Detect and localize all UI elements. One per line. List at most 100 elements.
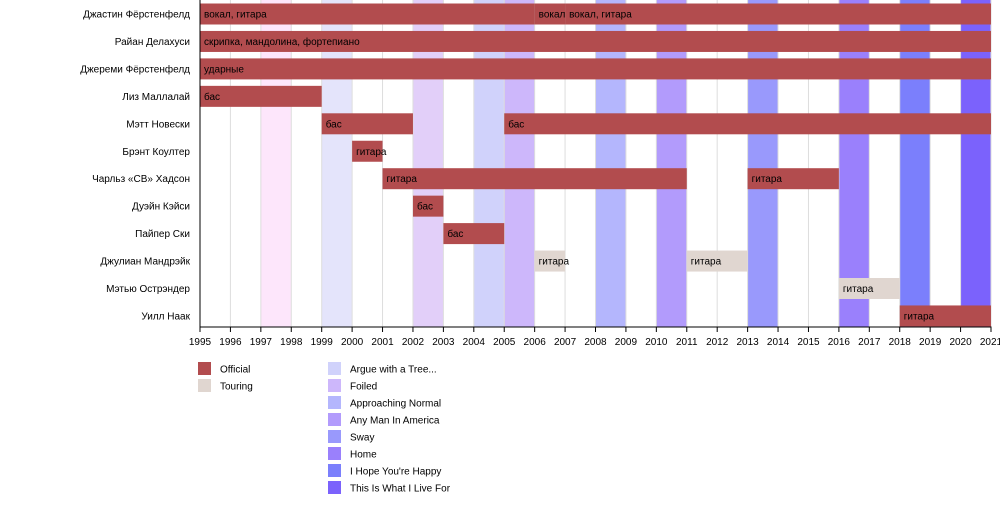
member-names: Джастин Фёрстенфелд Райан Делахуси Джереми… [80,9,190,323]
x-tick-label: 2010 [645,337,668,348]
x-tick-label: 2021 [980,337,1000,348]
legend-label: Official [220,365,250,376]
member-name: Джереми Фёрстенфелд [80,63,190,75]
legend-album-label: Foiled [350,382,377,393]
legend-album-swatch [328,447,341,460]
bar-label: вокал, гитара [569,10,632,21]
member-name: Дуэйн Кэйси [132,202,190,213]
x-tick-label: 2008 [584,337,607,348]
x-tick-label: 2007 [554,337,577,348]
album-bands [260,0,991,327]
member-bar [352,140,383,162]
member-bar [899,305,991,327]
x-tick-label: 2006 [524,337,547,348]
album-band [321,0,353,327]
bar-label: вокал [539,10,566,21]
x-tick-label: 2014 [767,337,790,348]
x-tick-label: 2002 [402,337,425,348]
member-name: Уилл Наак [141,311,190,322]
x-tick-label: 2018 [889,337,912,348]
x-tick-label: 2009 [615,337,638,348]
bar-label: бас [204,91,220,103]
album-band [504,0,535,327]
x-tick-label: 2015 [797,337,820,348]
bar-label: бас [417,201,433,213]
member-bar [565,3,991,25]
bar-label: гитара [356,147,387,158]
legend-album-label: This Is What I Live For [350,484,451,495]
album-band [838,0,870,327]
bar-label: гитара [539,257,570,268]
x-axis: 1995 1996 1997 1998 1999 2000 2001 2002 2003 2004… [189,0,1000,348]
x-tick-label: 1998 [280,337,303,348]
legend-album-swatch [328,481,341,494]
album-band [473,0,505,327]
member-bar [504,113,991,135]
legend-album-swatch [328,379,341,392]
member-bar [200,3,535,25]
member-bar [534,250,566,272]
legend-album-swatch [328,430,341,443]
x-tick-label: 2001 [371,337,394,348]
legend-album-label: I Hope You're Happy [350,467,441,478]
member-bar [382,168,687,190]
bar-label: гитара [752,174,783,185]
bar-label: гитара [387,174,418,185]
album-band [747,0,779,327]
member-bar [412,195,444,217]
x-tick-label: 2011 [676,337,698,348]
member-bar [200,30,991,52]
x-tick-label: 2020 [949,337,972,348]
member-name: Пайпер Ски [135,229,190,240]
bar-label: вокал, гитара [204,10,267,21]
album-band [260,0,292,327]
x-tick-label: 2004 [463,337,486,348]
member-bar [838,278,900,299]
bar-label: бас [326,118,342,130]
member-bar [321,113,413,135]
member-bar [200,58,991,80]
member-bars: вокал, гитара вокал вокал, гитараскрипка, … [200,3,991,327]
member-bar [534,3,566,25]
member-name: Чарльз «СВ» Хадсон [92,174,190,185]
year-gridlines [229,0,992,327]
member-name: Райан Делахуси [115,37,190,48]
member-bar [443,223,505,245]
legend-swatch [198,379,211,392]
legend-album-label: Home [350,450,377,461]
legend-swatch [198,362,211,375]
legend-album-label: Any Man In America [350,416,440,427]
bar-label: ударные [204,64,244,75]
x-tick-label: 2019 [919,337,942,348]
member-name: Мэтт Новески [126,119,190,130]
bar-label: бас [447,228,463,240]
member-bar [200,85,322,107]
legend-album-swatch [328,362,341,375]
x-tick-label: 2000 [341,337,364,348]
bar-label: гитара [691,257,722,268]
legend: Official Touring Argue with a Tree... Foile… [198,362,451,495]
album-band [960,0,991,327]
x-tick-label: 1996 [219,337,242,348]
member-name: Брэнт Коултер [122,147,190,158]
legend-album-label: Approaching Normal [350,399,441,410]
x-tick-label: 1997 [250,337,273,348]
legend-album-label: Sway [350,433,374,444]
legend-label: Touring [220,382,253,393]
bar-label: скрипка, мандолина, фортепиано [204,36,360,48]
album-band [656,0,687,327]
legend-album-swatch [328,396,341,409]
bar-label: гитара [904,311,935,322]
member-name: Мэтью Острэндер [106,284,190,295]
x-tick-label: 2017 [858,337,881,348]
member-name: Джулиан Мандрэйк [100,257,190,268]
legend-album-swatch [328,464,341,477]
x-tick-label: 1999 [311,337,334,348]
x-tick-label: 2005 [493,337,516,348]
bar-label: гитара [843,284,874,295]
album-band [412,0,444,327]
legend-album-swatch [328,413,341,426]
album-band [899,0,931,327]
x-tick-label: 2013 [736,337,759,348]
